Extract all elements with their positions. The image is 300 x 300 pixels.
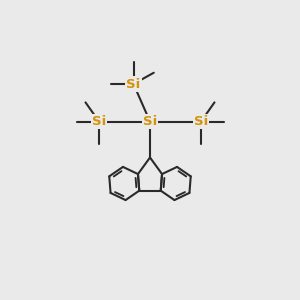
Text: Si: Si (92, 115, 106, 128)
Text: Si: Si (143, 115, 157, 128)
Text: Si: Si (194, 115, 208, 128)
Text: Si: Si (126, 77, 141, 91)
